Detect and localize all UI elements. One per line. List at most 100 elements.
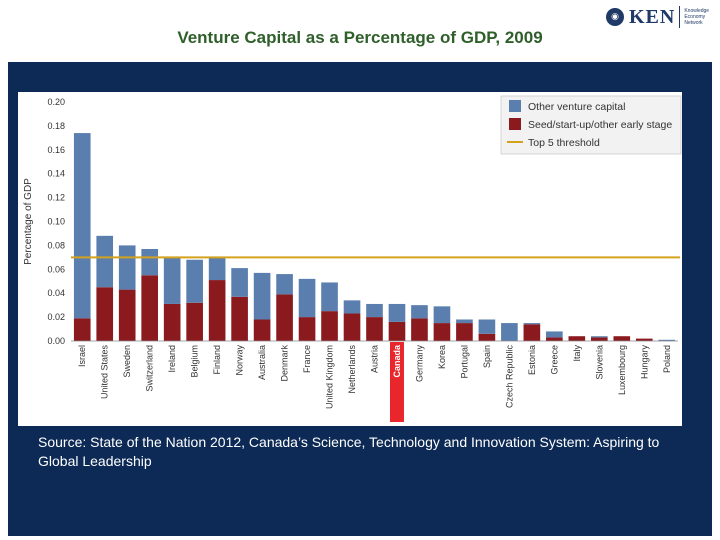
y-tick-label: 0.10 (47, 217, 65, 227)
x-tick-label: Poland (662, 345, 672, 373)
bar-other (366, 303, 383, 318)
bar-other (523, 323, 541, 325)
bar-seed (635, 338, 653, 341)
bar-seed (433, 323, 451, 341)
x-tick-label: Switzerland (145, 345, 155, 392)
bar-seed (141, 275, 159, 341)
bar-other (208, 257, 226, 281)
y-axis-label: Percentage of GDP (23, 178, 34, 265)
y-tick-label: 0.06 (47, 264, 65, 274)
ken-logo: ◉ KEN Knowledge Economy Network (606, 4, 720, 30)
x-tick-label: Austria (370, 345, 380, 373)
x-tick-label: Italy (572, 345, 582, 362)
bar-other (456, 319, 473, 324)
x-tick-label: Norway (235, 345, 245, 376)
x-tick-label: Germany (414, 345, 424, 383)
bar-seed (208, 280, 226, 341)
bar-other (118, 245, 136, 290)
y-tick-label: 0.18 (47, 121, 65, 131)
x-tick-label: Canada (392, 344, 402, 378)
x-tick-label: Estonia (527, 345, 537, 375)
slide-title: Venture Capital as a Percentage of GDP, … (177, 28, 543, 47)
y-tick-label: 0.00 (47, 336, 65, 346)
bar-seed (321, 311, 338, 341)
bar-seed (546, 337, 563, 341)
logo-word: KEN (629, 5, 676, 28)
bar-seed (231, 296, 248, 341)
bar-seed (478, 333, 496, 341)
x-tick-label: Ireland (167, 345, 177, 373)
x-tick-label: Sweden (122, 345, 132, 378)
x-tick-label: Portugal (459, 345, 469, 379)
bar-other (186, 259, 203, 303)
bar-seed (366, 317, 383, 341)
chart-area: 0.00 0.02 0.04 0.06 0.08 0.10 0.12 0.14 0.16 0.18… (18, 92, 682, 426)
x-tick-label: Australia (257, 345, 267, 380)
bar-other (96, 235, 114, 288)
bar-other (590, 336, 608, 338)
x-tick-label: Spain (482, 345, 492, 368)
x-tick-label: Slovenia (594, 345, 604, 380)
bar-other (478, 319, 496, 334)
x-tick-label: United States (100, 345, 110, 400)
bar-other (141, 248, 159, 276)
y-tick-label: 0.14 (47, 169, 65, 179)
bar-seed (568, 336, 586, 341)
bar-other (433, 306, 451, 324)
vc-gdp-chart: 0.00 0.02 0.04 0.06 0.08 0.10 0.12 0.14 0.16 0.18… (23, 95, 682, 422)
bar-other (501, 323, 518, 341)
bar-other (231, 268, 248, 297)
bar-seed (590, 337, 608, 341)
y-tick-label: 0.12 (47, 193, 65, 203)
y-tick-label: 0.04 (47, 288, 65, 298)
bar-seed (73, 318, 91, 341)
x-tick-label: Denmark (280, 345, 290, 382)
bar-other (411, 305, 428, 319)
x-tick-label: United Kingdom (325, 345, 335, 409)
legend-label: Top 5 threshold (528, 137, 600, 149)
bar-seed (523, 324, 541, 341)
logo-divider (679, 6, 681, 28)
x-tick-label: Finland (212, 345, 222, 375)
bar-seed (411, 318, 428, 341)
bar-seed (186, 302, 203, 341)
bar-other (343, 300, 361, 314)
bar-other (321, 282, 338, 312)
logo-tagline: Knowledge Economy Network (684, 8, 710, 26)
x-tick-label: Greece (549, 345, 559, 375)
bar-seed (163, 303, 181, 341)
bar-seed (276, 294, 293, 341)
x-tick-label: Israel (77, 345, 87, 367)
bar-other (298, 278, 316, 318)
bar-other (253, 272, 271, 320)
bar-other (546, 331, 563, 338)
x-tick-label: Belgium (190, 345, 200, 378)
bar-other (276, 274, 293, 295)
x-tick-label: Czech Republic (504, 345, 514, 409)
y-tick-label: 0.02 (47, 312, 65, 322)
y-tick-label: 0.08 (47, 240, 65, 250)
legend-swatch (509, 118, 521, 130)
x-tick-label: France (302, 345, 312, 373)
bar-seed (298, 317, 316, 341)
legend-label: Seed/start-up/other early stage (528, 119, 672, 131)
bar-other (658, 339, 676, 341)
bar-seed (388, 321, 406, 341)
x-tick-label: Luxembourg (617, 345, 627, 395)
bar-seed (96, 287, 114, 341)
legend-box (500, 95, 682, 155)
source-note: Source: State of the Nation 2012, Canada… (38, 434, 660, 469)
bar-seed (118, 289, 136, 341)
bar-other (73, 133, 91, 319)
bar-other (388, 303, 406, 322)
x-tick-label: Korea (437, 345, 447, 369)
y-tick-label: 0.16 (47, 145, 65, 155)
bar-seed (456, 323, 473, 341)
legend-label: Other venture capital (528, 101, 625, 113)
bar-other (163, 257, 181, 304)
bar-seed (343, 313, 361, 341)
bar-seed (613, 336, 631, 341)
legend-swatch (509, 100, 521, 112)
globe-icon: ◉ (606, 8, 624, 26)
